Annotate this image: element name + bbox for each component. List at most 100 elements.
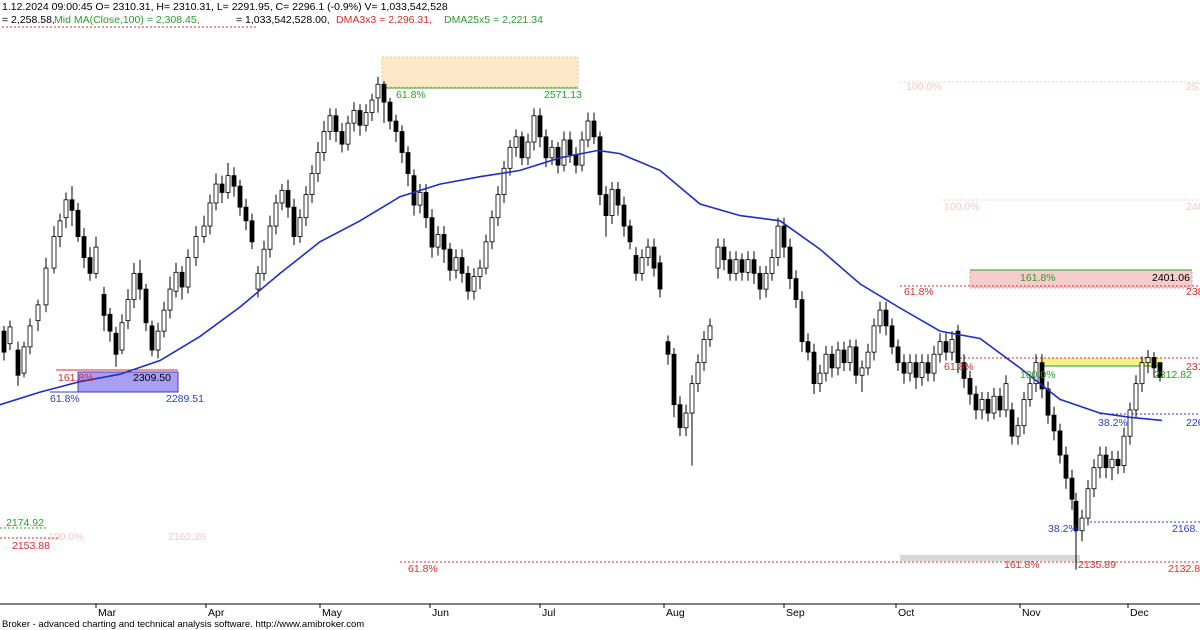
label-nov-100: 100.0% [1020, 369, 1056, 381]
candle-body [823, 353, 829, 374]
candle-body [997, 395, 1003, 411]
candles [1, 76, 1163, 570]
fib-zone-may [381, 56, 579, 88]
candle-body [309, 173, 315, 195]
label-nov-2312: 2312.82 [1154, 369, 1192, 381]
candle-body [429, 217, 435, 248]
candle-body [345, 122, 351, 145]
mid-ma-line [0, 149, 1163, 422]
candle-body [889, 325, 895, 348]
candle-body [1157, 362, 1163, 378]
candle-body [315, 152, 321, 174]
candle-body [363, 112, 369, 126]
label-nov-2132: 2132.8 [1168, 563, 1200, 575]
candle-body [1091, 467, 1097, 490]
candle-body [799, 299, 805, 343]
candle-body [327, 115, 333, 132]
candle-body [101, 293, 107, 316]
candle-body [87, 257, 93, 274]
label-oct-238: 238 [1186, 286, 1200, 298]
label-faint-100: 100.0% [906, 81, 942, 93]
candle-body [465, 272, 471, 292]
candle-body [63, 199, 69, 219]
footer-credit: Broker - advanced charting and technical… [2, 619, 364, 630]
candle-body [267, 225, 273, 250]
candle-body [733, 259, 739, 274]
x-tick-label: Jun [432, 607, 449, 619]
candle-body [495, 194, 501, 219]
candle-body [441, 234, 447, 250]
label-nov-226: 226 [1186, 417, 1200, 429]
candle-body [727, 259, 733, 274]
candle-body [615, 188, 621, 206]
candle-body [829, 353, 835, 369]
x-tick-label: Sep [786, 607, 805, 619]
x-axis: Mar Apr May Jun Jul Aug Sep Oct Nov Dec [95, 604, 1149, 619]
candle-body [525, 141, 531, 159]
candle-body [883, 309, 889, 327]
candle-body [739, 259, 745, 273]
candle-body [137, 272, 143, 290]
candle-body [913, 362, 919, 378]
candle-body [393, 120, 399, 132]
fib-zone-nov-low [900, 555, 1080, 561]
label-faint-257: 257 [1186, 81, 1200, 93]
x-tick-label: Nov [1022, 607, 1041, 619]
header-volume: = 1,033,542,528.00, [236, 14, 330, 26]
candle-body [865, 351, 871, 369]
candle-body [853, 346, 859, 376]
label-left-2162: 2162.26 [168, 531, 206, 543]
candle-body [75, 209, 81, 237]
label-oct-1618: 161.8% [1020, 272, 1056, 284]
label-oct-618: 61.8% [904, 286, 934, 298]
candle-body [125, 299, 131, 322]
candle-body [1039, 362, 1045, 390]
candle-body [69, 199, 75, 211]
candle-body [841, 349, 847, 364]
candle-body [769, 257, 775, 274]
fib-zone-oct [969, 269, 1193, 289]
candle-body [261, 248, 267, 274]
candle-body [985, 399, 991, 414]
candle-body [285, 189, 291, 208]
candle-body [149, 325, 155, 351]
candle-body [369, 99, 375, 114]
candle-body [645, 246, 651, 258]
candle-body [81, 236, 87, 258]
candle-body [1079, 517, 1085, 532]
candle-body [1127, 409, 1133, 437]
candle-body [1073, 500, 1079, 532]
candle-body [15, 349, 21, 376]
candle-body [179, 271, 185, 288]
candle-body [1027, 383, 1033, 400]
x-tick-label: Oct [898, 607, 914, 619]
candle-body [1145, 356, 1151, 364]
label-left-2174: 2174.92 [6, 517, 44, 529]
candle-body [835, 349, 841, 369]
candle-body [1103, 454, 1109, 469]
candle-body [763, 272, 769, 290]
candle-body [387, 101, 393, 122]
candle-body [1057, 430, 1063, 456]
candle-body [1009, 409, 1015, 437]
label-mar-618: 61.8% [50, 393, 80, 405]
candle-body [207, 202, 213, 227]
candle-body [423, 192, 429, 219]
candle-body [665, 341, 671, 355]
label-mar-2309: 2309.50 [133, 372, 171, 384]
candle-body [757, 272, 763, 290]
candle-body [231, 175, 237, 187]
candle-body [671, 353, 677, 406]
candle-body [7, 326, 13, 345]
label-nov-382b: 38.2% [1048, 523, 1078, 535]
candle-body [1069, 477, 1075, 500]
candle-body [775, 225, 781, 258]
candle-body [93, 246, 99, 274]
candle-body [677, 404, 683, 429]
candle-body [1151, 356, 1157, 369]
label-jun-618: 61.8% [408, 563, 438, 575]
candle-body [57, 220, 63, 237]
candle-body [255, 272, 261, 290]
